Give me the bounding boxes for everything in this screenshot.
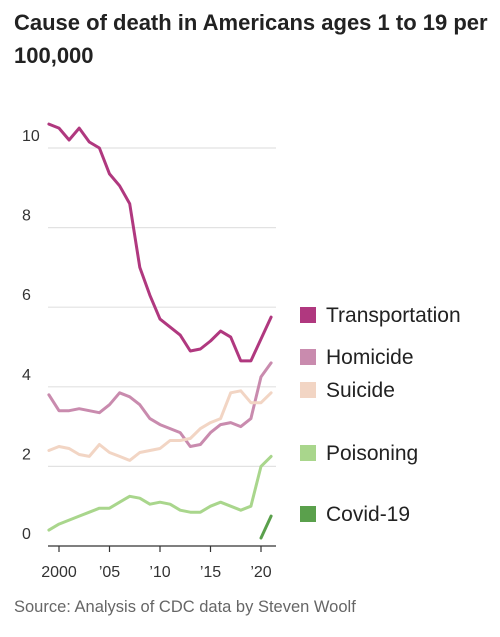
y-tick-label: 4 xyxy=(22,367,31,384)
legend-swatch-covid-19 xyxy=(300,506,316,522)
series-line-covid-19 xyxy=(259,514,273,540)
x-tick-label: ’15 xyxy=(200,564,221,581)
legend-swatch-poisoning xyxy=(300,445,316,461)
x-axis-ticks: 2000 ’05 ’10 ’15 ’20 xyxy=(41,546,272,581)
x-tick-label: 2000 xyxy=(41,564,77,581)
grid-lines xyxy=(48,147,276,547)
series-line-transportation xyxy=(47,122,273,363)
legend-label-covid-19: Covid-19 xyxy=(326,503,410,526)
x-tick-label: ’05 xyxy=(99,564,120,581)
legend-swatch-suicide xyxy=(300,382,316,398)
y-tick-label: 0 xyxy=(22,526,31,543)
legend-swatch-transportation xyxy=(300,307,316,323)
source-note: Source: Analysis of CDC data by Steven W… xyxy=(14,598,356,616)
series-line-poisoning xyxy=(47,454,273,532)
y-axis-ticks: 0 2 4 6 8 10 xyxy=(22,128,40,543)
y-tick-label: 2 xyxy=(22,446,31,463)
series-lines xyxy=(47,122,273,540)
x-tick-label: ’10 xyxy=(149,564,170,581)
chart-title: Cause of death in Americans ages 1 to 19… xyxy=(14,10,488,68)
legend: Transportation Homicide Suicide Poisoning Co… xyxy=(300,304,461,526)
series-line-homicide xyxy=(47,361,273,448)
legend-label-suicide: Suicide xyxy=(326,379,395,402)
legend-label-homicide: Homicide xyxy=(326,346,414,369)
legend-swatch-homicide xyxy=(300,349,316,365)
y-tick-label: 6 xyxy=(22,287,31,304)
y-tick-label: 8 xyxy=(22,208,31,225)
legend-label-poisoning: Poisoning xyxy=(326,442,418,465)
x-tick-label: ’20 xyxy=(250,564,271,581)
legend-label-transportation: Transportation xyxy=(326,304,461,327)
y-tick-label: 10 xyxy=(22,128,40,145)
